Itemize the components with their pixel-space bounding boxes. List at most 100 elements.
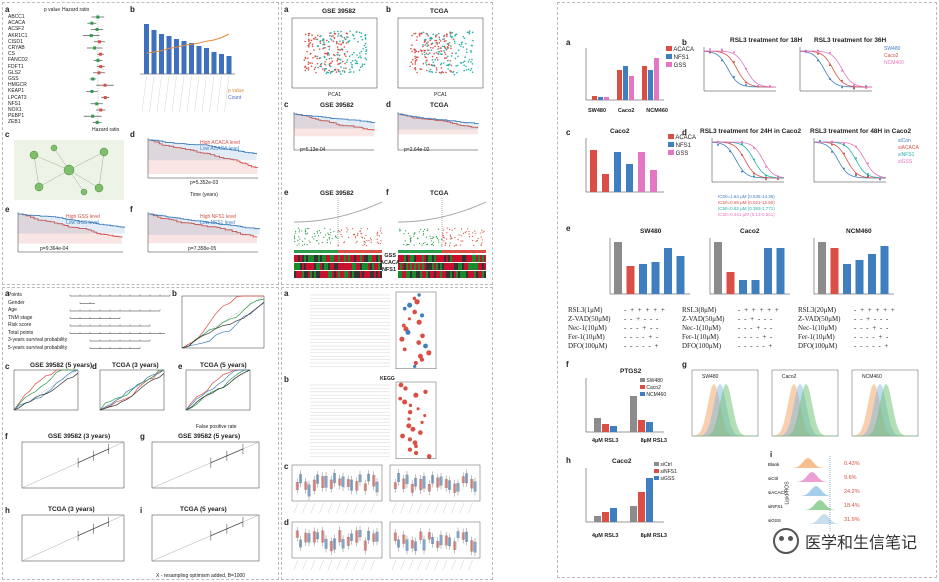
pca-frame	[397, 17, 484, 89]
heatmap-cell	[476, 255, 478, 262]
heatmap-cell	[366, 271, 368, 278]
pca-point	[307, 34, 310, 37]
os-point	[403, 233, 405, 235]
heatmap-cell	[336, 271, 338, 278]
pca-point	[460, 43, 463, 46]
os-point	[438, 239, 440, 241]
heatmap-cell	[376, 255, 378, 262]
os-point	[363, 237, 366, 240]
heatmap-cell	[324, 263, 326, 270]
panel-label-d2: d	[386, 100, 391, 109]
qpcr-legend: ACACA NFS1 GSS	[666, 46, 694, 70]
ic50-2: IC50=0.82 µM (0.383-1.771)	[718, 206, 775, 211]
box-xlabel	[442, 559, 448, 571]
pca-point	[349, 30, 352, 32]
heatmap-cell	[446, 263, 448, 270]
os-point	[316, 232, 318, 234]
qpcr-c-legend: ACACA NFS1 GSS	[668, 134, 696, 158]
pca-point	[450, 55, 453, 57]
heatmap-cell	[408, 271, 410, 278]
barb-bar-2	[159, 34, 164, 74]
os-point	[435, 236, 437, 238]
forest-point-15	[99, 108, 103, 112]
os-point	[301, 230, 303, 232]
pca-point	[411, 63, 414, 65]
heatmap-cell	[462, 263, 464, 270]
heatmap-cell	[380, 263, 382, 270]
roc-e-title: TCGA (5 years)	[200, 362, 247, 369]
cal-frame	[151, 514, 260, 562]
section-risk-model	[281, 2, 493, 285]
pca-point	[304, 57, 307, 60]
pca-point	[303, 59, 306, 61]
dose-point	[841, 79, 843, 82]
nomogram-row-1: Gender	[8, 299, 25, 306]
os-point	[317, 235, 320, 237]
panel-label-c3: c	[5, 362, 10, 371]
pca-point	[436, 59, 439, 61]
box-xlabel	[434, 502, 439, 514]
km-curve-low-band	[18, 214, 125, 234]
ptgs-f-x1: 4µM RSL3	[592, 438, 619, 444]
os-point	[346, 227, 348, 229]
os-point	[311, 236, 313, 238]
box-xlabel	[319, 559, 324, 571]
pca-point	[462, 61, 465, 64]
pca-point	[325, 52, 327, 55]
via-cond-row-0-1: Z-VAD(50μM) - - + - - -	[568, 315, 666, 324]
via-cond-marks: - - - - + -	[854, 333, 890, 341]
os-point	[356, 234, 358, 236]
box-body	[436, 541, 440, 548]
box-body	[363, 540, 367, 551]
heatmap-cell	[350, 255, 352, 262]
roc-d-title: TCGA (3 years)	[112, 362, 159, 369]
section-prognostic-genes	[2, 2, 279, 285]
pca-point	[350, 61, 352, 64]
pca-point	[428, 70, 431, 73]
pca-point	[314, 38, 316, 40]
pca-point	[323, 63, 326, 65]
heatmap-cell	[428, 271, 430, 278]
heatmap-cell	[334, 271, 336, 278]
pca-point	[438, 71, 441, 74]
heatmap-cell	[420, 271, 422, 278]
via-cond-marks: - - - + - -	[738, 324, 774, 332]
nomogram-rows: Points Gender Age TNM stage Risk score Total …	[8, 292, 67, 352]
box-xlabel	[468, 559, 473, 571]
km-nfs1	[147, 212, 260, 253]
heatmap-cell	[410, 271, 412, 278]
box-body	[439, 476, 443, 486]
pca-point	[327, 41, 330, 43]
dose-point	[867, 175, 869, 178]
pca-point	[421, 32, 423, 34]
pca-point	[423, 53, 426, 56]
via-cond-label: Nec-1(10μM)	[568, 324, 607, 332]
heatmap-cell	[436, 255, 438, 262]
os-point	[433, 237, 435, 239]
heatmap-cell	[348, 263, 350, 270]
dot	[405, 329, 411, 335]
os-point	[326, 241, 328, 244]
heatmap-cell	[354, 271, 356, 278]
pca-point	[321, 39, 324, 42]
qa-bar-0-1	[598, 97, 603, 100]
barb-tick-11	[224, 75, 230, 113]
os-point	[448, 228, 451, 231]
pca-point	[452, 38, 455, 40]
pca-point	[364, 34, 366, 37]
via-cond-row-1-0: RSL3(8μM) - + + + + +	[682, 306, 780, 315]
heatmap-cell	[326, 263, 328, 270]
pca-point	[423, 51, 426, 54]
pca-point	[336, 53, 338, 56]
os-point	[379, 242, 381, 245]
heatmap-cell	[468, 263, 470, 270]
heatmap-cell	[318, 263, 320, 270]
pca-point	[341, 70, 344, 72]
section-nomogram	[2, 287, 279, 580]
via-cond-row-0-0: RSL3(1μM) - + + + + +	[568, 306, 666, 315]
os-point	[431, 243, 434, 245]
pca-point	[429, 46, 432, 49]
os-point	[363, 240, 366, 242]
heatmap-cell	[338, 255, 340, 262]
pca-point	[360, 50, 363, 53]
